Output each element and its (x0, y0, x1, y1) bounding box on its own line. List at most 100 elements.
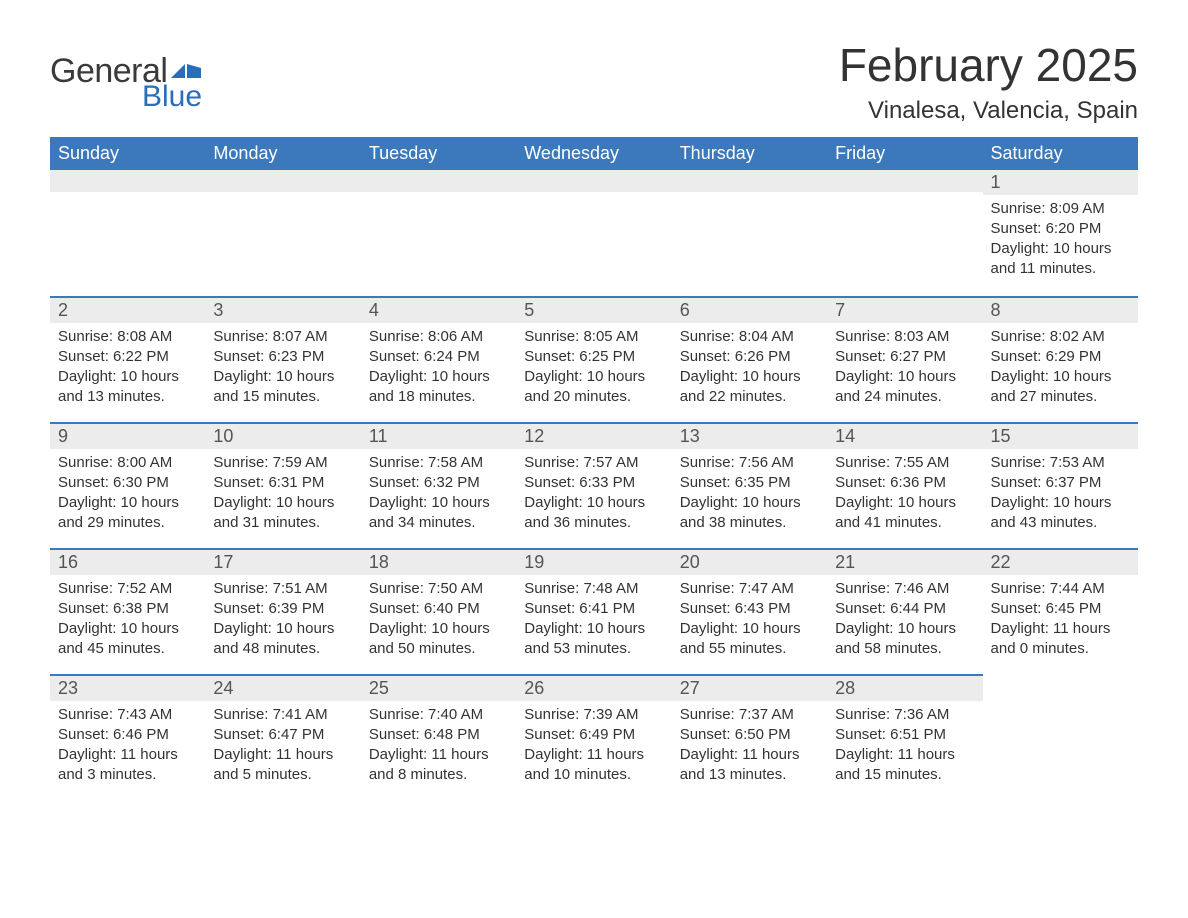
calendar-cell: 19 Sunrise: 7:48 AMSunset: 6:41 PMDayligh… (516, 548, 671, 674)
daylight-line: Daylight: 10 hours and 36 minutes. (524, 493, 663, 534)
sunset-line: Sunset: 6:40 PM (369, 599, 508, 619)
sunrise-line: Sunrise: 7:46 AM (835, 579, 974, 599)
calendar-week-row: 9Sunrise: 8:00 AMSunset: 6:30 PMDaylight… (50, 422, 1138, 548)
weekday-header: Wednesday (516, 137, 671, 170)
daylight-line: Daylight: 11 hours and 0 minutes. (991, 619, 1130, 660)
calendar-cell: 24Sunrise: 7:41 AMSunset: 6:47 PMDayligh… (205, 674, 360, 800)
day-number: 7 (827, 296, 982, 323)
day-number: 21 (827, 548, 982, 575)
day-number: 11 (361, 422, 516, 449)
empty-daynum-bg (672, 170, 827, 192)
sunrise-line: Sunrise: 8:08 AM (58, 327, 197, 347)
day-number: 12 (516, 422, 671, 449)
calendar-week-row: 16Sunrise: 7:52 AMSunset: 6:38 PMDayligh… (50, 548, 1138, 674)
sunset-line: Sunset: 6:29 PM (991, 347, 1130, 367)
day-cell: 16Sunrise: 7:52 AMSunset: 6:38 PMDayligh… (50, 548, 205, 666)
day-info: Sunrise: 8:00 AMSunset: 6:30 PMDaylight:… (56, 453, 199, 534)
sunset-line: Sunset: 6:32 PM (369, 473, 508, 493)
day-info: Sunrise: 7:51 AMSunset: 6:39 PMDaylight:… (211, 579, 354, 660)
day-number: 8 (983, 296, 1138, 323)
daylight-line: Daylight: 10 hours and 11 minutes. (991, 239, 1130, 280)
day-cell: 4Sunrise: 8:06 AMSunset: 6:24 PMDaylight… (361, 296, 516, 414)
day-number: 1 (983, 170, 1138, 195)
title-block: February 2025 Vinalesa, Valencia, Spain (839, 40, 1138, 125)
sunset-line: Sunset: 6:35 PM (680, 473, 819, 493)
daylight-line: Daylight: 10 hours and 22 minutes. (680, 367, 819, 408)
day-cell: 1Sunrise: 8:09 AMSunset: 6:20 PMDaylight… (983, 170, 1138, 286)
sunrise-line: Sunrise: 8:02 AM (991, 327, 1130, 347)
day-info: Sunrise: 7:48 AMSunset: 6:41 PMDaylight:… (522, 579, 665, 660)
day-info: Sunrise: 7:56 AMSunset: 6:35 PMDaylight:… (678, 453, 821, 534)
brand-word2: Blue (142, 82, 202, 112)
day-cell: 8 Sunrise: 8:02 AMSunset: 6:29 PMDaylight… (983, 296, 1138, 414)
daylight-line: Daylight: 10 hours and 41 minutes. (835, 493, 974, 534)
day-cell: 22Sunrise: 7:44 AMSunset: 6:45 PMDayligh… (983, 548, 1138, 666)
day-cell: 9Sunrise: 8:00 AMSunset: 6:30 PMDaylight… (50, 422, 205, 540)
sunrise-line: Sunrise: 7:43 AM (58, 705, 197, 725)
day-number: 23 (50, 674, 205, 701)
day-cell: 28Sunrise: 7:36 AMSunset: 6:51 PMDayligh… (827, 674, 982, 792)
day-info: Sunrise: 7:44 AMSunset: 6:45 PMDaylight:… (989, 579, 1132, 660)
day-info: Sunrise: 7:40 AMSunset: 6:48 PMDaylight:… (367, 705, 510, 786)
day-info: Sunrise: 7:57 AMSunset: 6:33 PMDaylight:… (522, 453, 665, 534)
day-cell: 20Sunrise: 7:47 AMSunset: 6:43 PMDayligh… (672, 548, 827, 666)
calendar-cell: 15Sunrise: 7:53 AMSunset: 6:37 PMDayligh… (983, 422, 1138, 548)
calendar-cell: 11Sunrise: 7:58 AMSunset: 6:32 PMDayligh… (361, 422, 516, 548)
sunrise-line: Sunrise: 8:04 AM (680, 327, 819, 347)
day-info: Sunrise: 7:47 AMSunset: 6:43 PMDaylight:… (678, 579, 821, 660)
daylight-line: Daylight: 10 hours and 58 minutes. (835, 619, 974, 660)
daylight-line: Daylight: 10 hours and 53 minutes. (524, 619, 663, 660)
sunrise-line: Sunrise: 7:37 AM (680, 705, 819, 725)
sunset-line: Sunset: 6:49 PM (524, 725, 663, 745)
day-info: Sunrise: 7:52 AMSunset: 6:38 PMDaylight:… (56, 579, 199, 660)
sunrise-line: Sunrise: 7:47 AM (680, 579, 819, 599)
sunset-line: Sunset: 6:25 PM (524, 347, 663, 367)
day-number: 25 (361, 674, 516, 701)
sunset-line: Sunset: 6:44 PM (835, 599, 974, 619)
sunrise-line: Sunrise: 7:59 AM (213, 453, 352, 473)
calendar-cell: 16Sunrise: 7:52 AMSunset: 6:38 PMDayligh… (50, 548, 205, 674)
calendar-page: General Blue February 2025 Vinalesa, Val… (0, 0, 1188, 840)
day-number: 27 (672, 674, 827, 701)
sunrise-line: Sunrise: 7:56 AM (680, 453, 819, 473)
day-cell: 2Sunrise: 8:08 AMSunset: 6:22 PMDaylight… (50, 296, 205, 414)
calendar-cell: 10Sunrise: 7:59 AMSunset: 6:31 PMDayligh… (205, 422, 360, 548)
day-number: 26 (516, 674, 671, 701)
day-cell: 25 Sunrise: 7:40 AMSunset: 6:48 PMDayligh… (361, 674, 516, 792)
calendar-cell: 23Sunrise: 7:43 AMSunset: 6:46 PMDayligh… (50, 674, 205, 800)
daylight-line: Daylight: 11 hours and 8 minutes. (369, 745, 508, 786)
sunset-line: Sunset: 6:31 PM (213, 473, 352, 493)
calendar-cell: 6Sunrise: 8:04 AMSunset: 6:26 PMDaylight… (672, 296, 827, 422)
sunrise-line: Sunrise: 8:03 AM (835, 327, 974, 347)
day-cell: 23Sunrise: 7:43 AMSunset: 6:46 PMDayligh… (50, 674, 205, 792)
day-info: Sunrise: 8:03 AMSunset: 6:27 PMDaylight:… (833, 327, 976, 408)
sunrise-line: Sunrise: 7:39 AM (524, 705, 663, 725)
sunset-line: Sunset: 6:33 PM (524, 473, 663, 493)
calendar-week-row: 1Sunrise: 8:09 AMSunset: 6:20 PMDaylight… (50, 170, 1138, 296)
day-info: Sunrise: 7:50 AMSunset: 6:40 PMDaylight:… (367, 579, 510, 660)
day-cell: 18Sunrise: 7:50 AMSunset: 6:40 PMDayligh… (361, 548, 516, 666)
sunset-line: Sunset: 6:24 PM (369, 347, 508, 367)
empty-daynum-bg (50, 170, 205, 192)
daylight-line: Daylight: 10 hours and 27 minutes. (991, 367, 1130, 408)
daylight-line: Daylight: 11 hours and 15 minutes. (835, 745, 974, 786)
sunset-line: Sunset: 6:36 PM (835, 473, 974, 493)
sunset-line: Sunset: 6:22 PM (58, 347, 197, 367)
day-number: 6 (672, 296, 827, 323)
brand-logo: General Blue (50, 54, 202, 112)
sunrise-line: Sunrise: 7:50 AM (369, 579, 508, 599)
calendar-cell: 21 Sunrise: 7:46 AMSunset: 6:44 PMDayligh… (827, 548, 982, 674)
weekday-header: Tuesday (361, 137, 516, 170)
daylight-line: Daylight: 10 hours and 55 minutes. (680, 619, 819, 660)
calendar-cell: 28Sunrise: 7:36 AMSunset: 6:51 PMDayligh… (827, 674, 982, 800)
calendar-week-row: 23Sunrise: 7:43 AMSunset: 6:46 PMDayligh… (50, 674, 1138, 800)
page-title: February 2025 (839, 40, 1138, 91)
calendar-cell (827, 170, 982, 296)
day-cell: 17Sunrise: 7:51 AMSunset: 6:39 PMDayligh… (205, 548, 360, 666)
sunrise-line: Sunrise: 7:57 AM (524, 453, 663, 473)
day-cell: 26Sunrise: 7:39 AMSunset: 6:49 PMDayligh… (516, 674, 671, 792)
daylight-line: Daylight: 10 hours and 34 minutes. (369, 493, 508, 534)
day-number: 19 (516, 548, 671, 575)
sunrise-line: Sunrise: 8:09 AM (991, 199, 1130, 219)
weekday-header-row: Sunday Monday Tuesday Wednesday Thursday… (50, 137, 1138, 170)
